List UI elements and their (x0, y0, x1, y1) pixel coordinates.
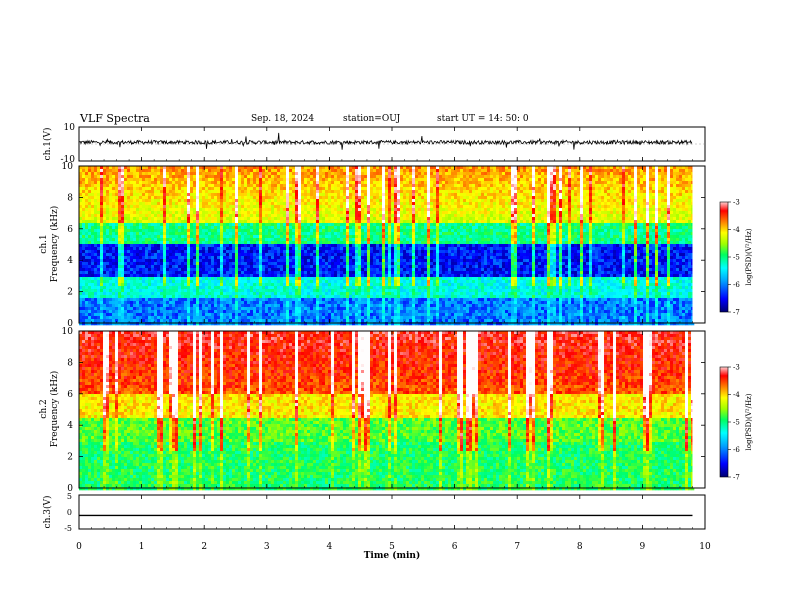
frequency-tick-label: 10 (62, 162, 74, 172)
ch1-spectrogram-panel: 0 2 4 6 8 10 ch.1 Frequency (kHz) -3 -4 -5 -6 -7 … (39, 162, 753, 329)
colorbar-tick-label: -3 (733, 364, 740, 372)
ch2-spectrogram-panel: 0 2 4 6 8 10 ch.2 Frequency (kHz) -3 -4 -5 -6 -7 … (39, 327, 753, 494)
ch1-colorbar: -3 -4 -5 -6 -7 log(PSD)(V²/Hz) (719, 199, 753, 317)
ch2-colorbar-label: log(PSD)(V²/Hz) (745, 393, 753, 450)
start-time-label: start UT = 14: 50: 0 (437, 114, 529, 124)
ch3-waveform-panel: 5 0 -5 ch.3(V) (42, 492, 706, 533)
x-tick-label: 9 (640, 542, 646, 552)
ch2-spectrogram-ylabel-frequency: Frequency (kHz) (49, 371, 60, 448)
chart-title: VLF Spectra (80, 112, 150, 125)
colorbar-tick-label: -7 (733, 474, 740, 482)
x-tick-label: 3 (264, 542, 270, 552)
ch1-ylabel: ch.1(V) (42, 128, 53, 161)
frequency-tick-label: 6 (67, 390, 73, 400)
x-tick-label: 0 (76, 542, 82, 552)
ch1-waveform-panel: 10 -10 ch.1(V) (42, 123, 706, 165)
ch1-spectrogram-ylabel-frequency: Frequency (kHz) (49, 206, 60, 283)
ch1-spectrogram-ylabel-channel: ch.1 (39, 234, 49, 253)
x-tick-label: 6 (452, 542, 458, 552)
colorbar-tick-label: -6 (733, 281, 740, 289)
ch1-ytick-bottom: -10 (61, 155, 76, 165)
frequency-tick-label: 0 (67, 484, 73, 494)
ch2-spectrogram-heatmap (79, 331, 705, 491)
frequency-tick-label: 8 (67, 193, 73, 203)
x-axis-label: Time (min) (364, 550, 421, 561)
x-tick-label: 5 (389, 542, 395, 552)
x-tick-label: 8 (577, 542, 583, 552)
frequency-tick-label: 6 (67, 225, 73, 235)
colorbar-tick-label: -5 (733, 419, 740, 427)
date-label: Sep. 18, 2024 (251, 114, 314, 124)
ch1-waveform-series (78, 132, 693, 150)
ch1-spectrogram-heatmap (79, 166, 705, 326)
colorbar-tick-label: -4 (733, 226, 740, 234)
ch1-colorbar-label: log(PSD)(V²/Hz) (745, 228, 753, 285)
colorbar-tick-label: -3 (733, 199, 740, 207)
ch2-spectrogram-ylabel-channel: ch.2 (39, 399, 49, 418)
colorbar-tick-label: -4 (733, 391, 740, 399)
frequency-tick-label: 4 (67, 421, 73, 431)
station-label: station=OUJ (343, 114, 400, 124)
frequency-tick-label: 2 (67, 453, 73, 463)
ch3-ytick-bottom: -5 (64, 524, 72, 533)
ch3-ytick-top: 5 (67, 492, 72, 501)
x-tick-label: 2 (201, 542, 207, 552)
frequency-tick-label: 4 (67, 256, 73, 266)
colorbar-tick-label: -6 (733, 446, 740, 454)
frequency-tick-label: 8 (67, 358, 73, 368)
frequency-tick-label: 2 (67, 288, 73, 298)
ch3-ytick-middle: 0 (67, 508, 72, 517)
x-tick-label: 10 (699, 542, 711, 552)
ch1-ytick-top: 10 (64, 123, 76, 133)
x-tick-label: 1 (139, 542, 145, 552)
frequency-tick-label: 10 (62, 327, 74, 337)
ch2-colorbar: -3 -4 -5 -6 -7 log(PSD)(V²/Hz) (719, 364, 753, 482)
colorbar-tick-label: -7 (733, 309, 740, 317)
time-axis: 0 1 2 3 4 5 6 7 8 9 10 (76, 127, 711, 552)
frequency-tick-label: 0 (67, 319, 73, 329)
ch3-ylabel: ch.3(V) (42, 496, 53, 529)
colorbar-tick-label: -5 (733, 254, 740, 262)
x-tick-label: 4 (327, 542, 333, 552)
x-tick-label: 7 (514, 542, 520, 552)
